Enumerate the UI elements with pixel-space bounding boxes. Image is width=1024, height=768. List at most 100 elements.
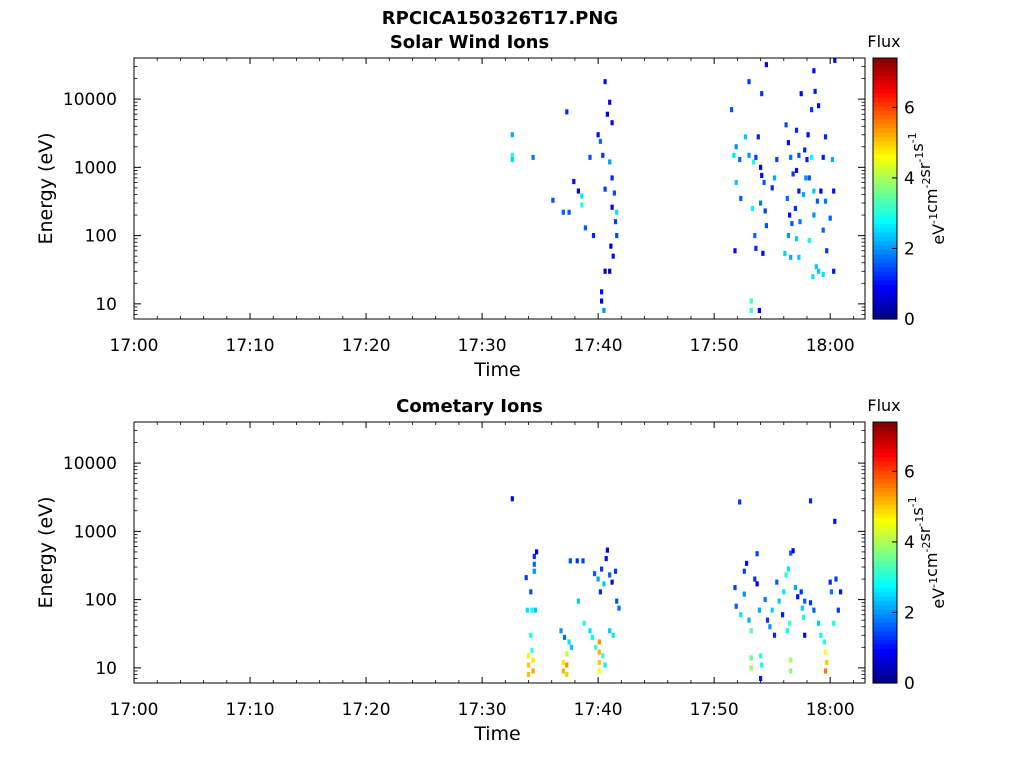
flux-cell xyxy=(610,204,614,210)
x-tick-label: 17:10 xyxy=(226,336,275,356)
colorbar-frame xyxy=(872,57,898,320)
flux-cell xyxy=(836,607,840,613)
flux-cell xyxy=(823,668,828,674)
solar-wind-ions-panel: Solar Wind Ions 17:00 17:10 17:20 17:30 17:40… xyxy=(35,32,948,381)
colorbar-segment xyxy=(873,548,897,554)
x-axis-label: Time xyxy=(473,723,521,745)
colorbar-tick-label: 6 xyxy=(904,462,915,482)
flux-cell xyxy=(603,186,607,192)
x-tick-label: 17:30 xyxy=(458,700,507,720)
flux-cell xyxy=(510,152,514,158)
colorbar-frame xyxy=(872,421,898,684)
colorbar-segment xyxy=(873,669,897,675)
flux-cell xyxy=(597,659,601,665)
colorbar-segment xyxy=(873,271,897,277)
flux-cell xyxy=(775,157,779,163)
flux-cell xyxy=(617,605,621,611)
colorbar-segment xyxy=(873,171,897,177)
flux-cell xyxy=(565,651,569,657)
flux-cell xyxy=(524,575,528,581)
flux-cell xyxy=(789,154,793,160)
colorbar-segment xyxy=(873,301,897,307)
flux-cell xyxy=(733,248,737,254)
colorbar-segment xyxy=(873,266,897,272)
flux-cell xyxy=(772,632,777,638)
figure-title: RPCICA150326T17.PNG xyxy=(382,8,618,29)
y-axis-label: Energy (eV) xyxy=(35,496,57,608)
flux-cell xyxy=(786,233,790,239)
flux-cell xyxy=(760,172,764,178)
flux-cell xyxy=(832,188,836,194)
flux-cell xyxy=(531,154,535,160)
flux-cell xyxy=(603,79,607,85)
colorbar-segment xyxy=(873,149,897,155)
flux-cell xyxy=(782,589,786,595)
flux-cell xyxy=(732,152,736,158)
flux-cell xyxy=(829,589,833,595)
colorbar-segment xyxy=(873,297,897,303)
x-axis-label: Time xyxy=(473,359,521,381)
flux-cell xyxy=(803,632,807,638)
flux-cell xyxy=(569,644,573,650)
flux-cell xyxy=(833,58,837,63)
flux-cell xyxy=(762,179,766,185)
colorbar-segment xyxy=(873,92,897,98)
flux-cell xyxy=(608,268,612,274)
flux-cell xyxy=(738,499,742,505)
flux-cell xyxy=(747,617,751,623)
colorbar-segment xyxy=(873,635,897,641)
flux-cell xyxy=(784,572,788,578)
colorbar-segment xyxy=(873,426,897,432)
flux-cell xyxy=(839,589,843,595)
colorbar-segment xyxy=(873,526,897,532)
flux-cell xyxy=(531,657,535,663)
colorbar-segment xyxy=(873,232,897,237)
flux-cell xyxy=(615,209,619,215)
flux-cell xyxy=(791,171,795,177)
flux-cell xyxy=(615,233,619,239)
flux-cell xyxy=(749,665,753,671)
colorbar-segment xyxy=(873,565,897,571)
flux-cell xyxy=(525,607,529,613)
flux-cell xyxy=(757,307,761,313)
colorbar-segment xyxy=(873,145,897,150)
flux-cell xyxy=(738,157,742,163)
flux-cell xyxy=(602,307,606,313)
flux-cell xyxy=(811,274,815,280)
flux-cell xyxy=(763,208,767,214)
colorbar-segment xyxy=(873,639,897,645)
flux-cell xyxy=(788,620,792,626)
flux-cell xyxy=(806,132,810,138)
flux-cell xyxy=(790,221,794,227)
colorbar-segment xyxy=(873,600,897,606)
colorbar-segment xyxy=(873,517,897,523)
colorbar-segment xyxy=(873,192,897,198)
colorbar-segment xyxy=(873,617,897,623)
flux-cell xyxy=(581,558,585,564)
flux-cell xyxy=(532,553,536,559)
colorbar-segment xyxy=(873,62,897,68)
flux-cell xyxy=(611,253,615,259)
colorbar-segment xyxy=(873,205,897,211)
flux-cell xyxy=(533,607,538,613)
colorbar-segment xyxy=(873,656,897,662)
flux-cell xyxy=(510,157,514,163)
flux-cell xyxy=(559,628,563,634)
colorbar-segment xyxy=(873,258,897,264)
x-tick-label: 17:50 xyxy=(690,336,739,356)
panel-title: Solar Wind Ions xyxy=(390,32,549,53)
flux-cell xyxy=(605,547,609,553)
flux-cell xyxy=(576,598,580,604)
flux-cell xyxy=(812,68,816,74)
colorbar-segment xyxy=(873,604,897,610)
flux-cell xyxy=(575,558,579,564)
flux-cell xyxy=(754,245,758,251)
cometary-ions-panel: Cometary Ions 17:00 17:10 17:20 17:30 17:40 17… xyxy=(35,396,948,745)
colorbar-segment xyxy=(873,643,897,649)
flux-cell xyxy=(761,250,765,256)
flux-cell xyxy=(562,634,567,640)
flux-cell xyxy=(739,195,743,201)
flux-cell xyxy=(612,190,616,196)
colorbar-segment xyxy=(873,275,897,281)
colorbar-title: Flux xyxy=(867,32,900,51)
